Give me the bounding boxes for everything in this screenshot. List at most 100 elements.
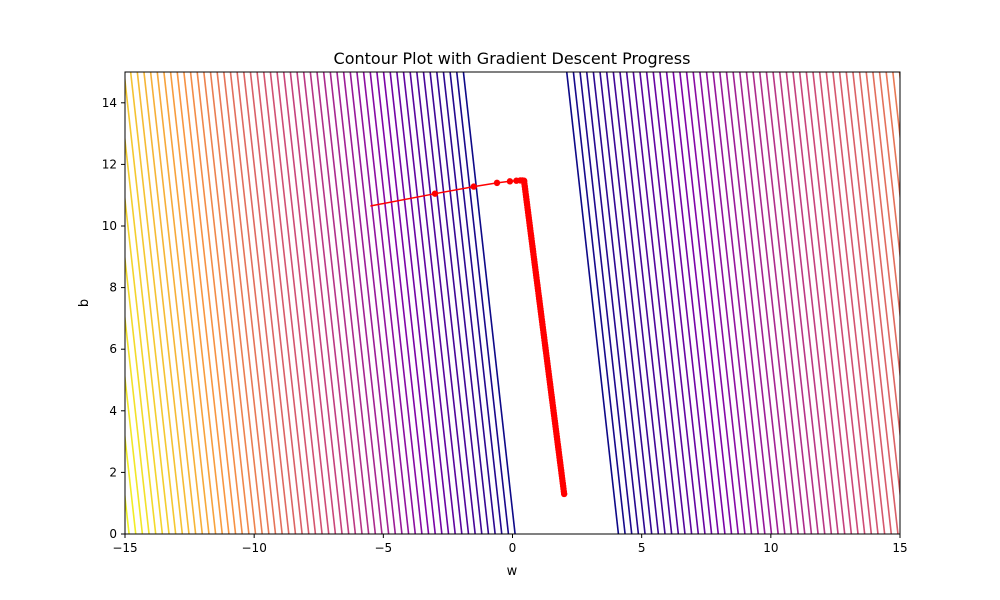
contour-line — [229, 72, 283, 534]
descent-point — [560, 490, 568, 498]
contour-line — [845, 72, 899, 534]
contour-line — [183, 72, 237, 534]
contour-line — [805, 72, 859, 534]
contour-line — [919, 72, 971, 534]
y-axis-label: b — [77, 299, 92, 307]
contour-line — [933, 72, 985, 534]
y-tick-label: 0 — [109, 527, 117, 541]
contour-line — [865, 72, 900, 382]
contour-line — [223, 72, 277, 534]
contour-line — [262, 72, 317, 534]
contour-line — [659, 72, 713, 534]
x-tick-label: −10 — [242, 541, 267, 555]
gradient-descent-path — [370, 177, 568, 498]
contour-line — [645, 72, 700, 534]
contour-line — [216, 72, 270, 534]
contour-line — [125, 311, 150, 534]
contour-line — [858, 72, 900, 441]
contour-line — [203, 72, 257, 534]
contour-line — [612, 72, 666, 534]
contour-line — [732, 72, 786, 534]
contour-line — [455, 72, 510, 534]
contour-line — [906, 72, 958, 534]
contour-line — [632, 72, 686, 534]
contour-line — [885, 72, 900, 203]
y-tick-label: 4 — [109, 404, 117, 418]
contour-line — [818, 72, 873, 534]
contour-line — [959, 72, 1000, 534]
contour-line — [712, 72, 766, 534]
contour-line — [838, 72, 893, 534]
contour-line — [242, 72, 297, 534]
x-axis-ticks: −15 −10 −5 0 5 10 15 — [112, 534, 908, 555]
contour-line — [745, 72, 799, 534]
contour-lines — [125, 72, 1000, 534]
contour-line — [772, 72, 826, 534]
contour-line — [356, 72, 410, 534]
contour-line — [699, 72, 753, 534]
contour-line — [798, 72, 853, 534]
contour-line — [825, 72, 879, 534]
contour-line — [619, 72, 673, 534]
contour-line — [409, 72, 463, 534]
contour-line — [322, 72, 377, 534]
contour-line — [592, 72, 646, 534]
contour-line — [336, 72, 390, 534]
descent-point — [493, 179, 501, 187]
contour-line — [125, 133, 170, 534]
contour-line — [778, 72, 833, 534]
x-tick-label: −5 — [374, 541, 392, 555]
contour-line — [953, 72, 1000, 534]
contour-line — [382, 72, 437, 534]
contour-line — [852, 72, 900, 501]
contour-line — [329, 72, 383, 534]
contour-line — [892, 72, 900, 144]
contour-line — [349, 72, 403, 534]
contour-line — [316, 72, 370, 534]
contour-line — [376, 72, 430, 534]
contour-line — [136, 72, 190, 534]
contour-line — [129, 72, 184, 534]
contour-line — [302, 72, 357, 534]
x-tick-label: 15 — [892, 541, 907, 555]
contour-line — [565, 72, 620, 534]
contour-line — [812, 72, 866, 534]
contour-line — [872, 72, 900, 322]
contour-line — [163, 72, 217, 534]
contour-line — [752, 72, 806, 534]
descent-point — [431, 190, 439, 197]
contour-line — [652, 72, 706, 534]
contour-line — [665, 72, 720, 534]
contour-line — [705, 72, 759, 534]
contour-line — [143, 72, 197, 534]
y-axis-ticks: 0 2 4 6 8 10 12 14 — [102, 96, 125, 541]
contour-line — [396, 72, 450, 534]
contour-line — [309, 72, 363, 534]
contour-line — [765, 72, 819, 534]
contour-line — [832, 72, 886, 534]
contour-line — [599, 72, 653, 534]
contour-line — [946, 72, 998, 534]
y-tick-label: 10 — [102, 219, 117, 233]
contour-line — [605, 72, 660, 534]
contour-line — [362, 72, 417, 534]
contour-line — [342, 72, 397, 534]
contour-line — [442, 72, 496, 534]
contour-line — [389, 72, 443, 534]
contour-line — [176, 72, 230, 534]
x-tick-label: 0 — [509, 541, 517, 555]
contour-line — [738, 72, 793, 534]
contour-line — [898, 72, 900, 84]
contour-line — [189, 72, 244, 534]
contour-line — [679, 72, 733, 534]
y-tick-label: 6 — [109, 342, 117, 356]
y-tick-label: 14 — [102, 96, 117, 110]
x-tick-label: −15 — [112, 541, 137, 555]
contour-line — [149, 72, 204, 534]
x-tick-label: 5 — [638, 541, 646, 555]
contour-line — [282, 72, 337, 534]
contour-line — [125, 371, 144, 534]
contour-line — [125, 192, 164, 534]
contour-line — [639, 72, 693, 534]
contour-line — [436, 72, 490, 534]
